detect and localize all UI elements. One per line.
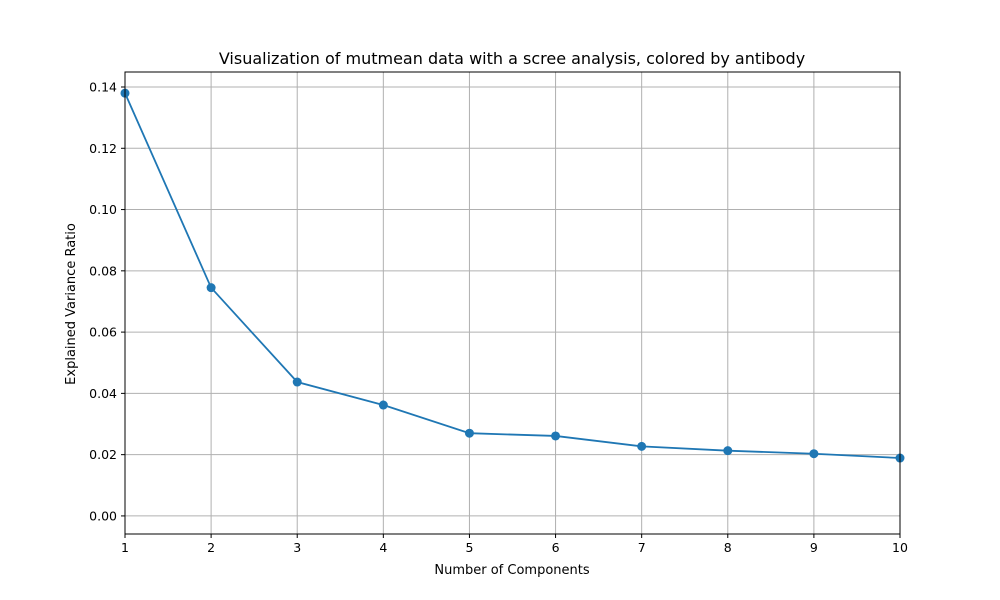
data-point-8 xyxy=(723,446,733,456)
y-axis-label: Explained Variance Ratio xyxy=(64,223,79,385)
data-point-4 xyxy=(378,400,388,410)
series-line xyxy=(124,92,901,459)
x-tick-label: 3 xyxy=(293,540,301,555)
plot-frame xyxy=(124,71,901,535)
x-tick-label: 4 xyxy=(379,540,387,555)
y-tick-label: 0.04 xyxy=(89,386,117,401)
x-tick-label: 6 xyxy=(552,540,560,555)
x-tick-label: 10 xyxy=(892,540,908,555)
data-point-7 xyxy=(637,441,647,451)
x-tick-label: 9 xyxy=(810,540,818,555)
x-tick-label: 1 xyxy=(121,540,129,555)
grid-lines xyxy=(124,72,901,534)
y-tick-label: 0.06 xyxy=(89,325,117,340)
data-point-6 xyxy=(551,431,561,441)
data-point-3 xyxy=(292,377,302,387)
y-tick-label: 0.00 xyxy=(89,508,117,523)
x-tick-label: 2 xyxy=(207,540,215,555)
data-point-9 xyxy=(809,449,819,459)
data-point-2 xyxy=(206,283,216,293)
y-tick-label: 0.14 xyxy=(89,80,117,95)
axis-ticks: 1 2 3 4 5 6 7 8 9 10 0.00 0.02 0.04 0.06 0.08 0.10 0.12 0… xyxy=(89,80,908,555)
y-tick-label: 0.10 xyxy=(89,202,117,217)
x-tick-label: 7 xyxy=(638,540,646,555)
x-axis-label: Number of Components xyxy=(434,563,589,578)
y-tick-label: 0.02 xyxy=(89,447,117,462)
data-point-5 xyxy=(464,428,474,438)
x-tick-label: 5 xyxy=(465,540,473,555)
y-tick-label: 0.12 xyxy=(89,141,117,156)
chart-title: Visualization of mutmean data with a scr… xyxy=(219,49,805,68)
x-tick-label: 8 xyxy=(724,540,732,555)
series-layer xyxy=(120,88,905,463)
y-tick-label: 0.08 xyxy=(89,263,117,278)
